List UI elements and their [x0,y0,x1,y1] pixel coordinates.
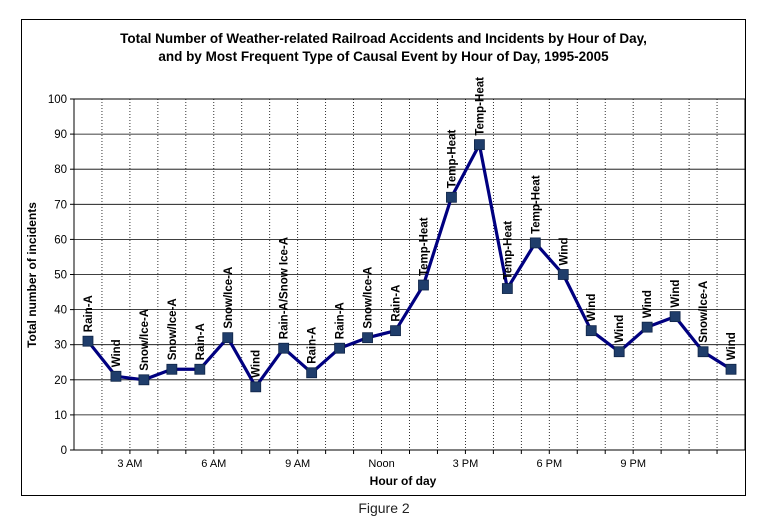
data-point [334,342,346,354]
y-tick-label: 50 [54,270,67,282]
data-label: Rain-A [307,327,319,364]
data-label: Temp-Heat [418,217,430,276]
data-label: Rain-A [195,323,207,360]
data-label: Snow/Ice-A [223,267,235,329]
data-point [697,346,709,358]
data-point [362,332,373,344]
data-point [250,381,262,393]
data-label: Rain-A [391,285,403,322]
data-label: Snow/Ice-A [167,298,179,360]
data-label: Wind [558,238,570,266]
y-tick-label: 20 [54,375,67,387]
data-point [194,363,206,375]
data-point [418,279,429,291]
data-point [529,237,541,249]
data-label: Temp-Heat [502,221,514,280]
data-label: Wind [251,350,263,378]
data-label: Temp-Heat [530,175,542,234]
x-tick-label: 6 PM [536,458,562,470]
data-point [446,191,457,203]
data-label: Snow/Ice-A [363,267,375,329]
data-label: Wind [586,294,598,322]
y-tick-label: 10 [54,410,67,422]
y-tick-label: 100 [48,94,67,106]
data-point [501,283,513,294]
data-point [585,325,597,337]
y-tick-label: 70 [54,199,67,211]
data-point [725,363,737,375]
data-label: Wind [614,315,626,343]
data-label: Rain-A [335,302,347,339]
chart-title-line-2: and by Most Frequent Type of Causal Even… [158,49,609,64]
figure-caption: Figure 2 [358,500,410,516]
data-point [669,311,681,323]
y-tick-label: 30 [54,340,67,352]
data-label: Snow/Ice-A [698,281,710,343]
x-axis-label: Hour of day [370,474,437,488]
y-tick-label: 40 [54,305,67,317]
y-tick-label: 90 [54,129,67,141]
data-label: Temp-Heat [446,130,458,189]
data-label: Rain-A [83,295,95,332]
data-point [306,367,318,379]
y-tick-label: 80 [54,164,67,176]
data-point [110,370,122,382]
data-label: Wind [670,280,682,308]
x-tick-label: 9 AM [285,458,310,470]
x-tick-label: Noon [368,458,394,470]
data-point [613,346,625,358]
data-point [557,269,569,280]
data-label: Temp-Heat [474,77,486,136]
data-label: Wind [642,290,654,318]
y-axis-label: Total number of incidents [25,202,39,348]
x-tick-label: 6 AM [201,458,226,470]
data-point [82,335,94,347]
x-tick-label: 3 PM [453,458,479,470]
data-label: Wind [726,332,738,360]
data-label: Rain-A/Snow Ice-A [279,237,291,339]
chart-title: Total Number of Weather-related Railroad… [21,30,746,66]
data-point [641,321,653,333]
data-point [222,332,234,344]
data-point [138,374,150,386]
x-tick-label: 9 PM [620,458,646,470]
chart-title-line-1: Total Number of Weather-related Railroad… [120,31,647,46]
data-point [473,139,485,151]
data-point [166,363,178,375]
y-tick-label: 0 [61,445,67,457]
y-tick-label: 60 [54,234,67,246]
data-label: Wind [111,339,123,367]
x-tick-label: 3 AM [117,458,142,470]
data-point [278,342,290,354]
data-point [390,325,401,337]
data-label: Snow/Ice-A [139,309,151,371]
